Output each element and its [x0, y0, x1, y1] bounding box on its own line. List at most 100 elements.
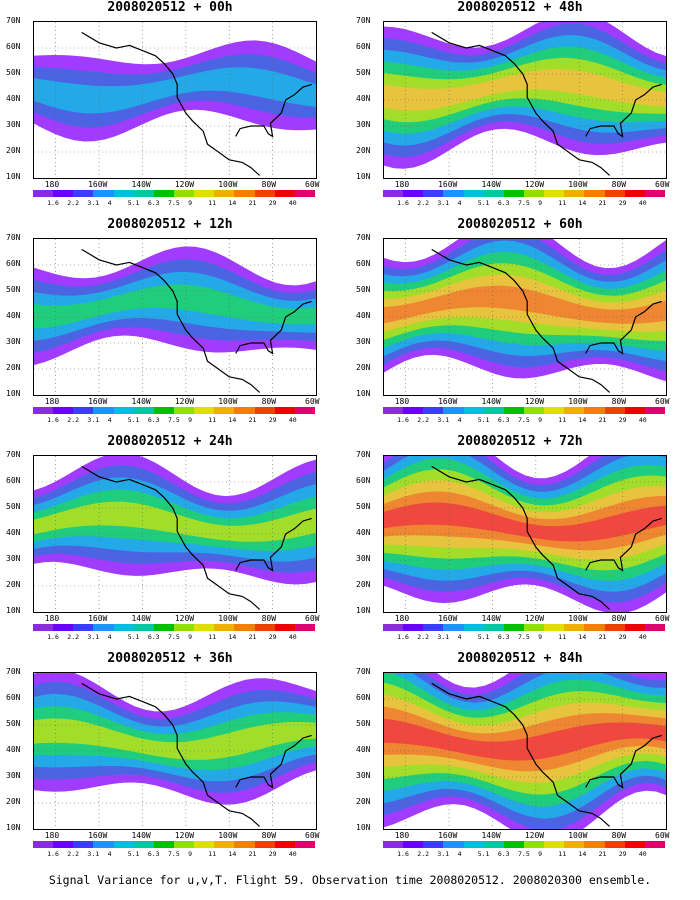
longitude-label: 120W — [174, 614, 195, 623]
coastline — [235, 517, 312, 572]
colorbar-label: 40 — [638, 850, 647, 858]
colorbar-segment — [73, 624, 94, 631]
colorbar-label: 14 — [578, 633, 587, 641]
coastline — [585, 734, 662, 789]
colorbar-segment — [604, 190, 625, 197]
longitude-label: 120W — [524, 614, 545, 623]
colorbar-label: 6.3 — [497, 199, 510, 207]
colorbar-label: 2.2 — [67, 199, 80, 207]
colorbar — [33, 407, 315, 414]
longitude-label: 160W — [438, 831, 458, 840]
colorbar-segment — [443, 407, 464, 414]
latitude-label: 10N — [6, 823, 21, 832]
longitude-label: 120W — [524, 831, 545, 840]
latitude-label: 70N — [6, 233, 21, 242]
coastline — [235, 734, 312, 789]
colorbar-segment — [544, 624, 565, 631]
colorbar-label: 2.2 — [67, 850, 80, 858]
colorbar-label: 29 — [268, 633, 277, 641]
latitude-label: 20N — [6, 797, 21, 806]
colorbar-segment — [503, 841, 524, 848]
colorbar-segment — [53, 407, 74, 414]
variance-map — [383, 672, 667, 830]
colorbar-label: 40 — [638, 199, 647, 207]
coastline — [431, 31, 611, 176]
longitude-label: 180 — [394, 614, 410, 623]
colorbar-label: 9 — [188, 633, 193, 641]
colorbar-label: 11 — [208, 416, 217, 424]
colorbar-segment — [463, 624, 484, 631]
colorbar-label: 3.1 — [87, 416, 100, 424]
latitude-label: 30N — [356, 771, 371, 780]
colorbar-segment — [644, 407, 665, 414]
latitude-label: 10N — [6, 389, 21, 398]
colorbar-label: 4 — [457, 633, 462, 641]
colorbar-segment — [274, 190, 295, 197]
colorbar-segment — [194, 190, 215, 197]
colorbar-label: 7.5 — [168, 416, 180, 424]
longitude-label: 100W — [218, 180, 238, 189]
colorbar-label: 14 — [228, 850, 237, 858]
colorbar-label: 7.5 — [168, 199, 180, 207]
coastline — [81, 682, 261, 827]
variance-map — [383, 21, 667, 179]
colorbar-label: 5.1 — [477, 850, 490, 858]
colorbar-label: 6.3 — [147, 199, 160, 207]
variance-band — [34, 501, 316, 542]
colorbar-segment — [153, 624, 174, 631]
longitude-label: 120W — [524, 180, 545, 189]
latitude-label: 60N — [6, 693, 21, 702]
colorbar-segment — [624, 407, 645, 414]
colorbar-segment — [463, 407, 484, 414]
colorbar-segment — [544, 407, 565, 414]
variance-map-svg — [384, 673, 666, 829]
map-panel: 2008020512 + 84h 70N 60N 50N 40N 30N 20N 10N 180… — [350, 651, 690, 861]
panel-title: 2008020512 + 84h — [457, 651, 583, 666]
longitude-label: 80W — [611, 180, 627, 189]
colorbar-segment — [153, 407, 174, 414]
colorbar-segment — [584, 190, 605, 197]
colorbar-segment — [113, 190, 134, 197]
colorbar-label: 6.3 — [147, 416, 160, 424]
latitude-label: 50N — [6, 68, 21, 77]
colorbar-segment — [564, 407, 585, 414]
colorbar-segment — [53, 190, 74, 197]
map-panel: 2008020512 + 24h 70N 60N 50N 40N 30N 20N 10N 180… — [0, 434, 340, 644]
latitude-label: 20N — [356, 797, 371, 806]
colorbar-segment — [73, 841, 94, 848]
longitude-label: 180 — [44, 397, 60, 406]
colorbar-segment — [173, 841, 195, 848]
longitude-label: 180 — [394, 831, 410, 840]
colorbar-label: 11 — [558, 416, 567, 424]
colorbar-segment — [423, 407, 444, 414]
panel-title: 2008020512 + 48h — [457, 0, 583, 15]
coastline — [585, 83, 662, 138]
coastline — [81, 31, 261, 176]
latitude-label: 20N — [6, 363, 21, 372]
colorbar-segment — [423, 190, 444, 197]
latitude-label: 10N — [356, 172, 371, 181]
longitude-label: 80W — [261, 831, 277, 840]
colorbar-segment — [234, 624, 255, 631]
colorbar-segment — [544, 841, 565, 848]
longitude-label: 60W — [655, 180, 670, 189]
latitude-label: 10N — [356, 606, 371, 615]
latitude-label: 20N — [356, 580, 371, 589]
variance-map-svg — [34, 673, 316, 829]
colorbar-label: 1.6 — [397, 199, 409, 207]
colorbar-segment — [254, 190, 275, 197]
panel-title: 2008020512 + 36h — [107, 651, 233, 666]
longitude-label: 180 — [44, 831, 60, 840]
colorbar-segment — [214, 624, 235, 631]
colorbar-segment — [443, 841, 464, 848]
map-panel: 2008020512 + 48h 70N 60N 50N 40N 30N 20N 10N 180… — [350, 0, 690, 210]
colorbar-segment — [604, 841, 625, 848]
colorbar-segment — [194, 624, 215, 631]
colorbar-segment — [133, 190, 154, 197]
colorbar-label: 14 — [228, 199, 237, 207]
colorbar-segment — [564, 841, 585, 848]
colorbar-label: 7.5 — [168, 633, 180, 641]
colorbar-segment — [173, 190, 195, 197]
colorbar-segment — [383, 624, 404, 631]
colorbar-segment — [483, 407, 504, 414]
